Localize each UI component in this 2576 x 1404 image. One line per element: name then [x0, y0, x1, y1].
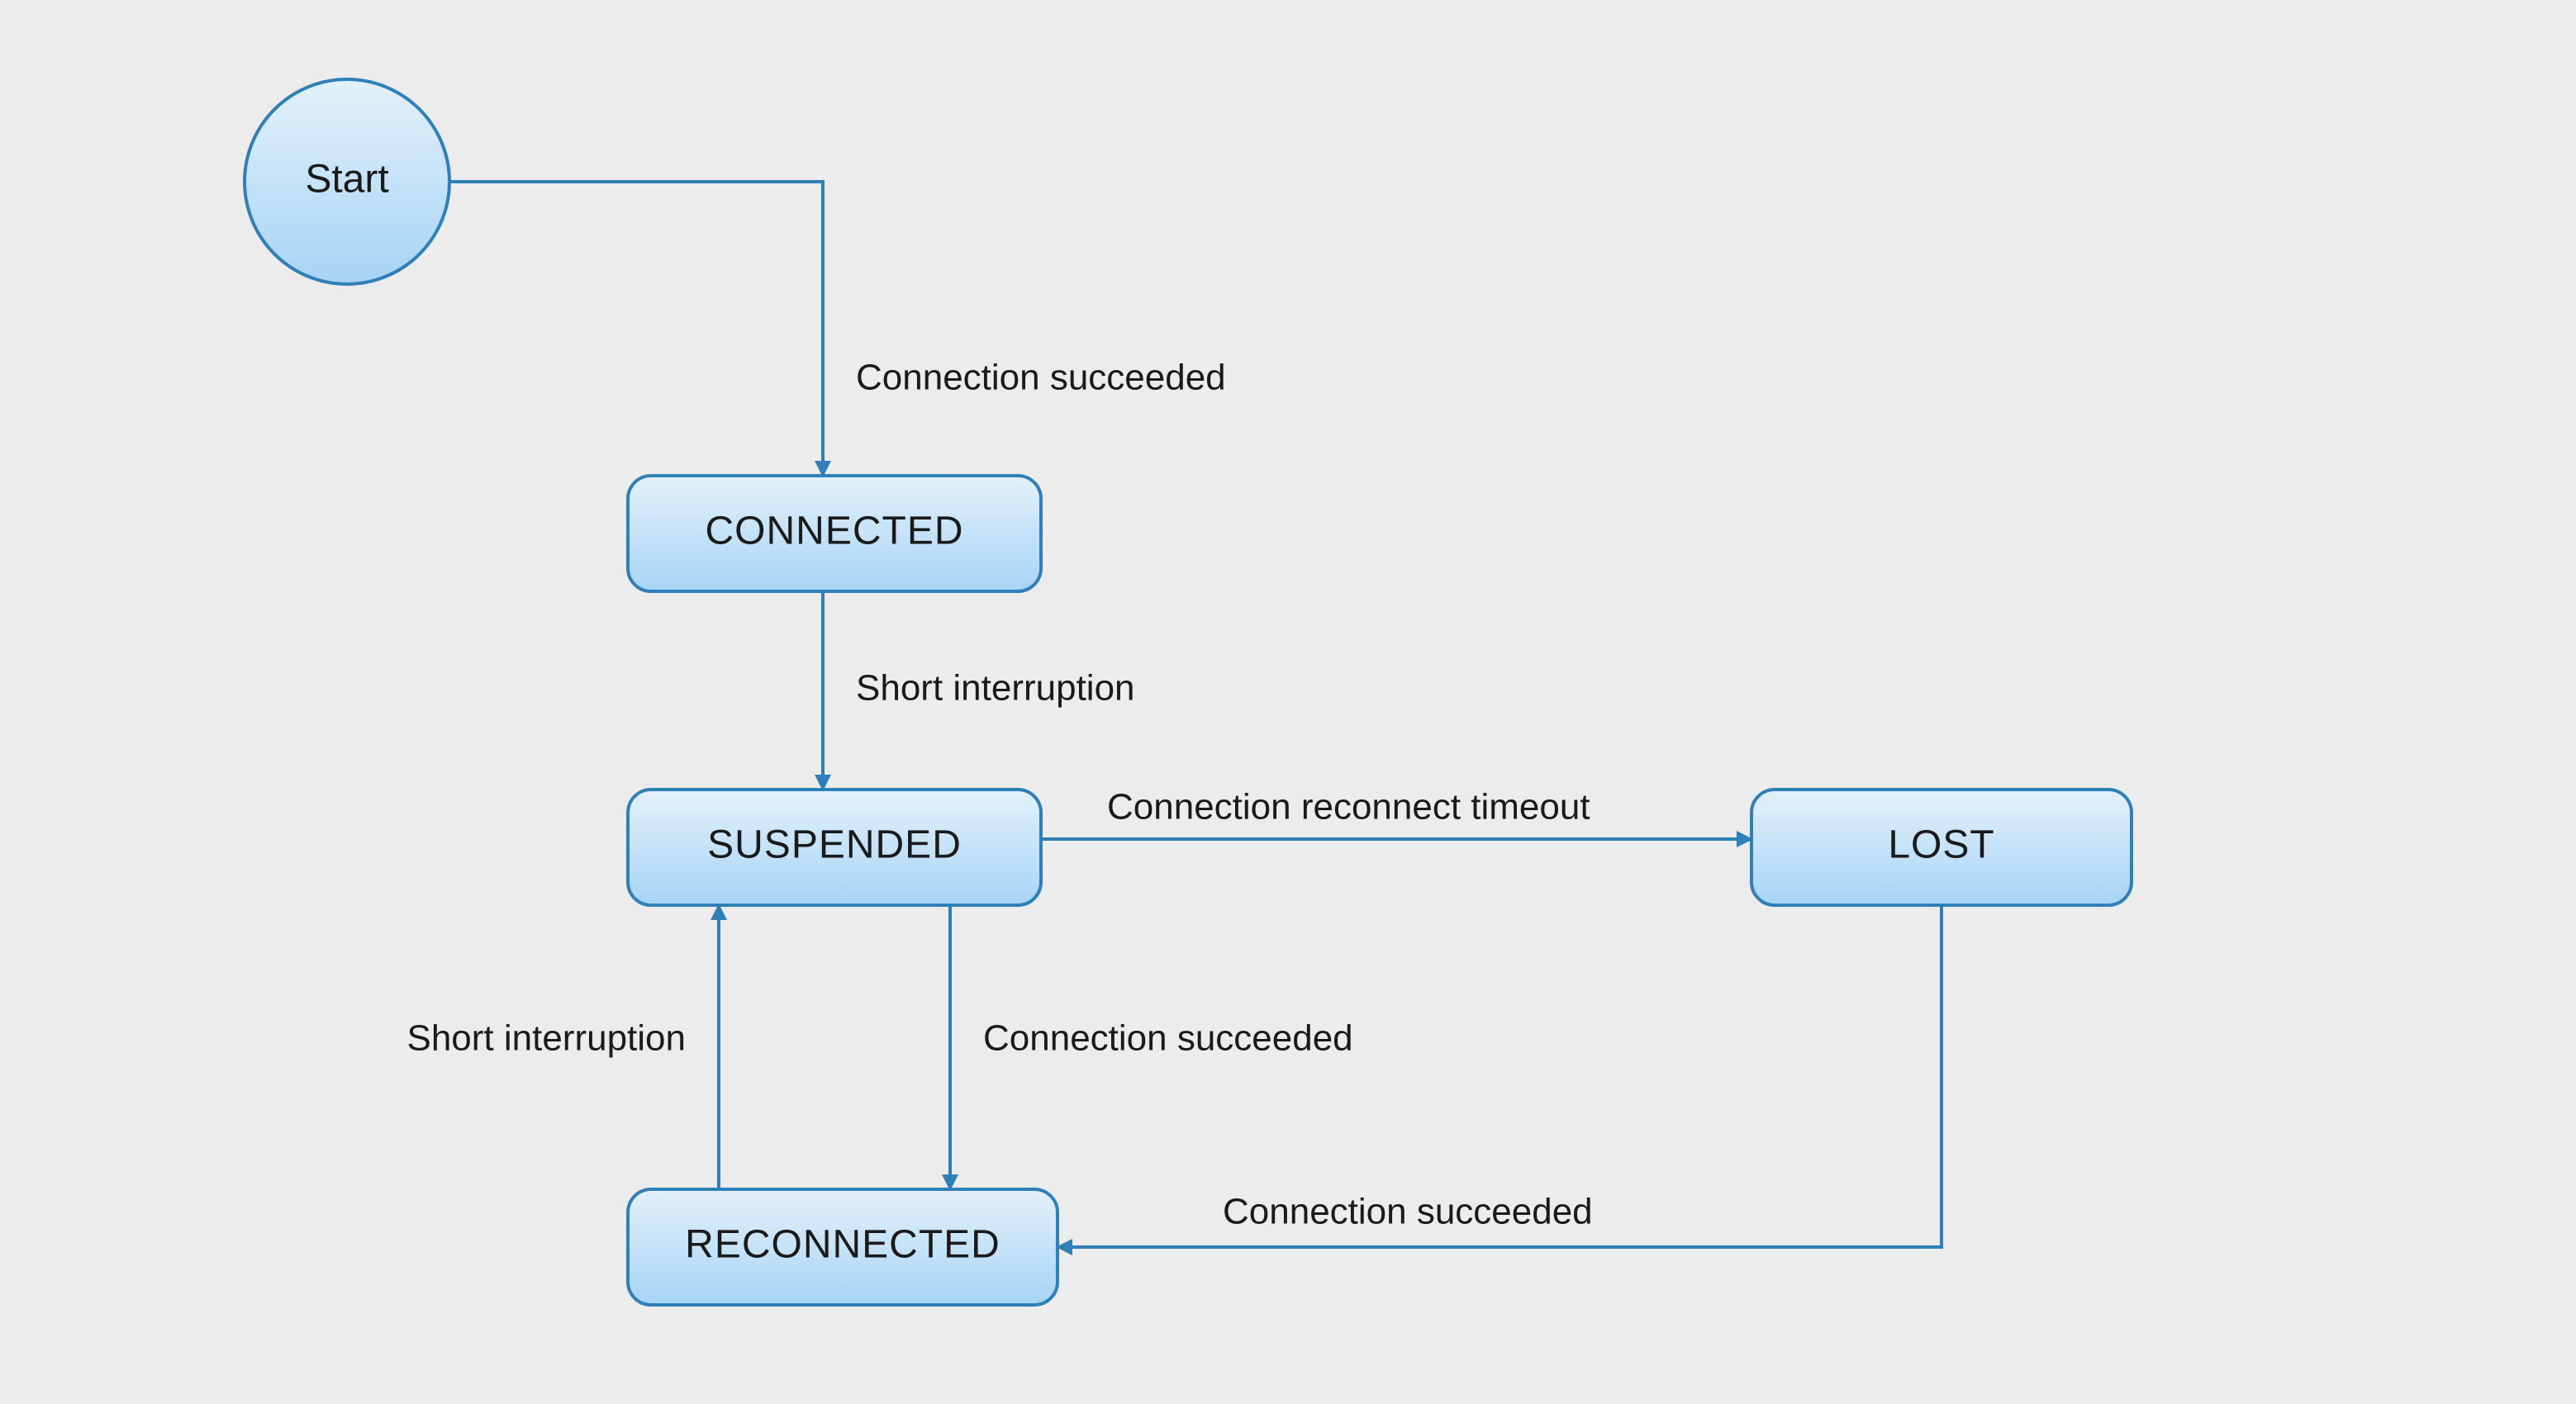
- state-flowchart: Connection succeeded Short interruption Co…: [0, 0, 2576, 1404]
- node-label-lost: LOST: [1888, 823, 1994, 867]
- edge-label-suspended-lost: Connection reconnect timeout: [1107, 787, 1590, 828]
- edge-label-connected-suspended: Short interruption: [856, 668, 1135, 709]
- edge-label-start-connected: Connection succeeded: [856, 358, 1226, 398]
- edge-label-lost-reconnected: Connection succeeded: [1223, 1192, 1593, 1232]
- node-label-connected: CONNECTED: [705, 510, 963, 553]
- node-label-suspended: SUSPENDED: [707, 823, 962, 867]
- edge-label-reconnected-suspended: Short interruption: [406, 1018, 686, 1059]
- node-label-start: Start: [305, 158, 388, 202]
- node-label-reconnected: RECONNECTED: [685, 1223, 1000, 1267]
- edge-label-suspended-reconnected: Connection succeeded: [983, 1018, 1353, 1059]
